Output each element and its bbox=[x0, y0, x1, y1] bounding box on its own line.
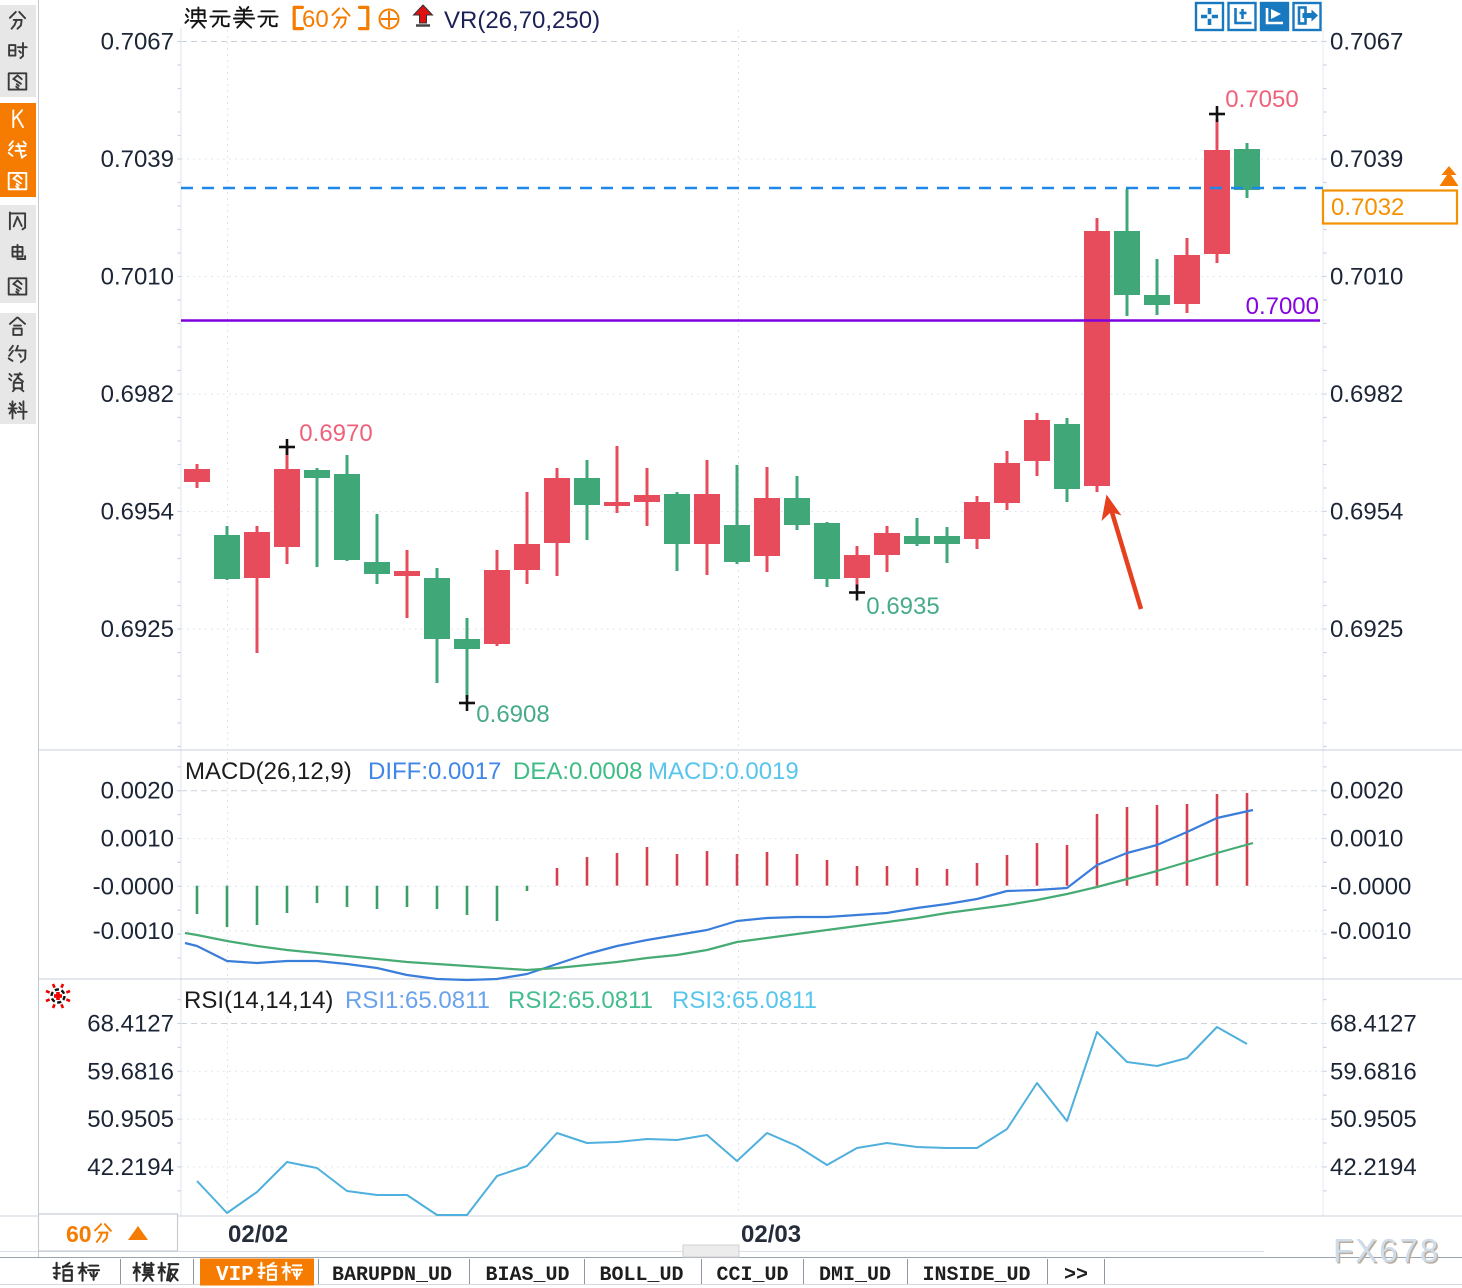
svg-text:FX678: FX678 bbox=[1333, 1232, 1440, 1269]
svg-text:-0.0000: -0.0000 bbox=[1330, 873, 1411, 900]
svg-text:0.7010: 0.7010 bbox=[1330, 264, 1403, 291]
svg-text:0.6982: 0.6982 bbox=[101, 381, 174, 408]
svg-text:>>: >> bbox=[1064, 1264, 1088, 1287]
svg-text:INSIDE_UD: INSIDE_UD bbox=[922, 1264, 1030, 1287]
svg-text:50.9505: 50.9505 bbox=[87, 1106, 174, 1133]
svg-text:DIFF:0.0017: DIFF:0.0017 bbox=[368, 758, 501, 785]
svg-text:0.7010: 0.7010 bbox=[101, 264, 174, 291]
svg-text:42.2194: 42.2194 bbox=[1330, 1154, 1417, 1181]
svg-text:MACD:0.0019: MACD:0.0019 bbox=[648, 758, 799, 785]
svg-text:50.9505: 50.9505 bbox=[1330, 1106, 1417, 1133]
svg-text:68.4127: 68.4127 bbox=[87, 1011, 174, 1038]
svg-text:0.6954: 0.6954 bbox=[101, 499, 174, 526]
svg-text:0.6925: 0.6925 bbox=[1330, 616, 1403, 643]
svg-text:VR(26,70,250): VR(26,70,250) bbox=[444, 7, 600, 34]
svg-text:0.6925: 0.6925 bbox=[101, 616, 174, 643]
svg-text:0.6908: 0.6908 bbox=[476, 701, 549, 728]
svg-text:02/03: 02/03 bbox=[741, 1221, 801, 1248]
svg-text:68.4127: 68.4127 bbox=[1330, 1011, 1417, 1038]
svg-text:VIP: VIP bbox=[216, 1264, 254, 1287]
svg-text:CCI_UD: CCI_UD bbox=[716, 1264, 788, 1287]
svg-text:0.6970: 0.6970 bbox=[299, 420, 372, 447]
svg-text:0.7032: 0.7032 bbox=[1331, 194, 1404, 221]
svg-text:0.7039: 0.7039 bbox=[101, 146, 174, 173]
svg-text:0.0010: 0.0010 bbox=[101, 826, 174, 853]
svg-text:DMI_UD: DMI_UD bbox=[819, 1264, 891, 1287]
svg-text:42.2194: 42.2194 bbox=[87, 1154, 174, 1181]
svg-text:0.7050: 0.7050 bbox=[1225, 86, 1298, 113]
svg-text:0.7000: 0.7000 bbox=[1246, 293, 1319, 320]
svg-text:0.6982: 0.6982 bbox=[1330, 381, 1403, 408]
svg-text:0.0020: 0.0020 bbox=[1330, 778, 1403, 805]
svg-text:0.6954: 0.6954 bbox=[1330, 499, 1403, 526]
svg-text:0.7067: 0.7067 bbox=[101, 29, 174, 56]
svg-text:FX678: FX678 bbox=[1335, 1234, 1442, 1271]
svg-text:DEA:0.0008: DEA:0.0008 bbox=[513, 758, 642, 785]
svg-text:RSI2:65.0811: RSI2:65.0811 bbox=[508, 987, 653, 1014]
svg-text:-0.0010: -0.0010 bbox=[1330, 918, 1411, 945]
svg-text:0.0020: 0.0020 bbox=[101, 778, 174, 805]
svg-text:0.0010: 0.0010 bbox=[1330, 826, 1403, 853]
svg-text:59.6816: 59.6816 bbox=[1330, 1058, 1417, 1085]
svg-text:RSI1:65.0811: RSI1:65.0811 bbox=[345, 987, 490, 1014]
svg-text:59.6816: 59.6816 bbox=[87, 1058, 174, 1085]
svg-text:60: 60 bbox=[302, 6, 329, 33]
svg-text:-0.0010: -0.0010 bbox=[93, 918, 174, 945]
svg-text:MACD(26,12,9): MACD(26,12,9) bbox=[185, 758, 352, 785]
svg-text:RSI(14,14,14): RSI(14,14,14) bbox=[184, 987, 333, 1014]
svg-text:BARUPDN_UD: BARUPDN_UD bbox=[332, 1264, 452, 1287]
svg-text:0.7067: 0.7067 bbox=[1330, 29, 1403, 56]
svg-text:02/02: 02/02 bbox=[228, 1221, 288, 1248]
svg-text:0.6935: 0.6935 bbox=[866, 593, 939, 620]
svg-text:60: 60 bbox=[66, 1221, 92, 1247]
svg-text:BIAS_UD: BIAS_UD bbox=[485, 1264, 569, 1287]
svg-text:RSI3:65.0811: RSI3:65.0811 bbox=[672, 987, 817, 1014]
svg-text:-0.0000: -0.0000 bbox=[93, 873, 174, 900]
svg-text:0.7039: 0.7039 bbox=[1330, 146, 1403, 173]
svg-text:BOLL_UD: BOLL_UD bbox=[599, 1264, 683, 1287]
